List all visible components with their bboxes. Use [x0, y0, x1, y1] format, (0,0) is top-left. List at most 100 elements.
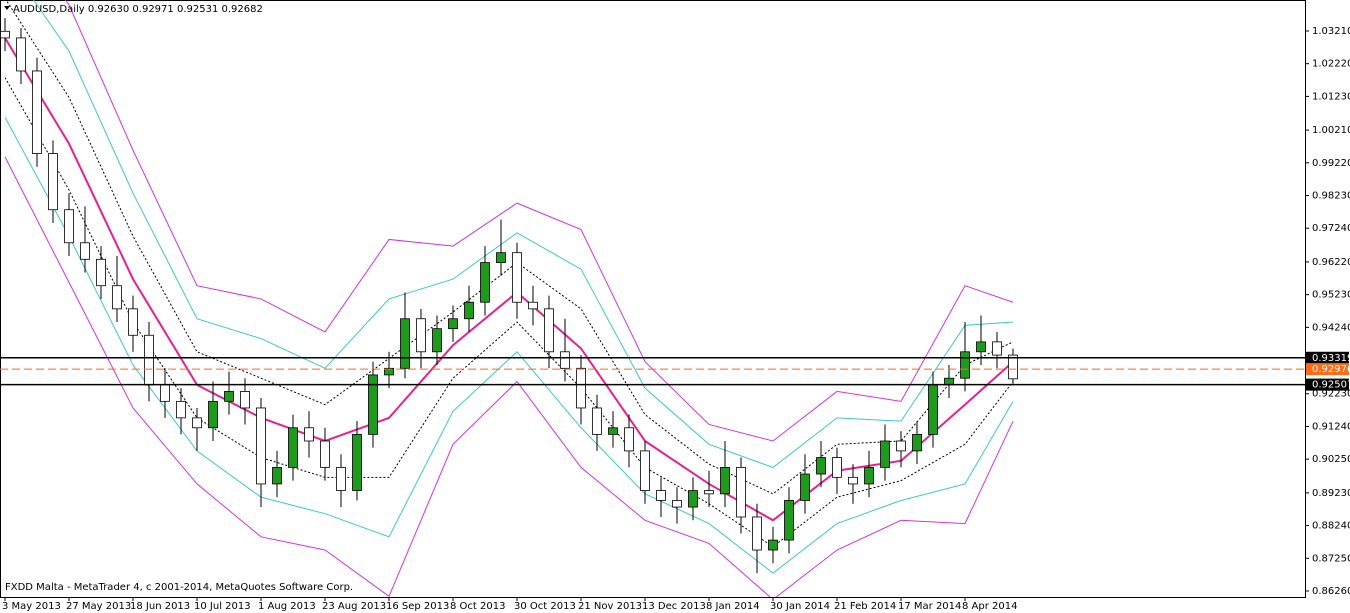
y-tick-label: 0.97240 — [1312, 223, 1350, 234]
x-tick-label: 8 Jan 2014 — [706, 601, 760, 612]
y-tick-label: 0.96220 — [1312, 257, 1350, 268]
band-line — [4, 77, 1014, 548]
candle-body — [0, 30, 10, 39]
candle-body — [304, 427, 314, 442]
y-tick-label: 0.91240 — [1312, 421, 1350, 432]
y-tick-label: 1.00210 — [1312, 125, 1350, 136]
candle-body — [352, 433, 362, 491]
candle-body — [704, 490, 714, 495]
candle-body — [864, 467, 874, 485]
candle-body — [368, 374, 378, 435]
x-tick-label: 21 Feb 2014 — [834, 601, 896, 612]
candle-body — [272, 467, 282, 485]
candle-body — [832, 457, 842, 478]
candle-body — [752, 516, 762, 551]
candle-body — [960, 351, 970, 379]
y-tick-label: 0.86260 — [1312, 586, 1350, 597]
x-tick-label: 30 Oct 2013 — [514, 601, 576, 612]
candle-body — [912, 433, 922, 452]
candle-body — [736, 467, 746, 518]
candle-body — [32, 70, 42, 154]
x-tick-label: 13 Dec 2013 — [642, 601, 706, 612]
y-tick-label: 1.01230 — [1312, 91, 1350, 102]
chart-title: AUDUSD,Daily 0.92630 0.92971 0.92531 0.9… — [13, 4, 263, 15]
x-tick-label: 16 Sep 2013 — [386, 601, 449, 612]
candle-body — [928, 384, 938, 435]
candle-body — [496, 252, 506, 263]
y-tick-label: 0.92230 — [1312, 389, 1350, 400]
footer-note: FXDD Malta - MetaTrader 4, c 2001-2014, … — [5, 582, 353, 593]
candle-body — [560, 351, 570, 369]
y-tick-label: 0.95230 — [1312, 290, 1350, 301]
x-tick-label: 8 Apr 2014 — [962, 601, 1017, 612]
plot-area — [0, 0, 1018, 597]
candle-body — [192, 417, 202, 429]
candle-body — [944, 377, 954, 386]
x-tick-label: 10 Jul 2013 — [194, 601, 251, 612]
candle-body — [624, 427, 634, 452]
candle-body — [512, 252, 522, 303]
candle-body — [816, 457, 826, 475]
menu-arrow — [4, 6, 10, 10]
x-tick-label: 17 Mar 2014 — [898, 601, 961, 612]
y-tick-label: 0.94240 — [1312, 322, 1350, 333]
candle-body — [640, 450, 650, 491]
price-level-label: 0.92976 — [1312, 364, 1350, 375]
y-tick-label: 0.89230 — [1312, 488, 1350, 499]
y-tick-label: 0.87250 — [1312, 553, 1350, 564]
price-level-tag — [1306, 378, 1349, 391]
candle-body — [160, 384, 170, 402]
y-tick-label: 1.03210 — [1312, 26, 1350, 37]
candle-body — [608, 427, 618, 435]
candle-body — [976, 341, 986, 353]
candle-body — [144, 334, 154, 386]
candle-body — [208, 400, 218, 429]
candle-body — [80, 242, 90, 260]
band-line — [4, 156, 1014, 597]
candle-body — [256, 407, 266, 485]
candle-body — [848, 476, 858, 485]
candle-body — [672, 500, 682, 508]
y-tick-label: 0.90250 — [1312, 454, 1350, 465]
candle-body — [896, 440, 906, 452]
candle-body — [992, 341, 1002, 356]
candle-body — [528, 301, 538, 310]
candle-body — [112, 285, 122, 310]
candle-body — [592, 407, 602, 435]
candle-body — [768, 539, 778, 551]
candle-body — [1008, 354, 1018, 380]
candle-body — [480, 262, 490, 303]
candle-body — [656, 490, 666, 501]
y-tick-label: 0.88240 — [1312, 521, 1350, 532]
price-level-tag — [1306, 351, 1349, 364]
price-level-tag — [1306, 363, 1349, 376]
candle-body — [880, 440, 890, 468]
candle-body — [416, 318, 426, 353]
candle-body — [720, 467, 730, 495]
candle-body — [224, 391, 234, 402]
x-tick-label: 27 May 2013 — [66, 601, 131, 612]
price-level-label: 0.93319 — [1312, 353, 1350, 364]
x-tick-label: 3 May 2013 — [2, 601, 61, 612]
candle-body — [384, 367, 394, 376]
candle-body — [576, 367, 586, 409]
candle-body — [336, 467, 346, 491]
candle-body — [800, 473, 810, 501]
y-tick-label: 0.99220 — [1312, 158, 1350, 169]
candle-body — [176, 400, 186, 419]
candle-body — [96, 258, 106, 287]
y-tick-label: 0.98230 — [1312, 191, 1350, 202]
x-tick-label: 30 Jan 2014 — [770, 601, 830, 612]
band-line — [64, 0, 1014, 442]
x-tick-label: 1 Aug 2013 — [258, 601, 316, 612]
candle-body — [240, 391, 250, 409]
band-line — [4, 116, 1014, 574]
candle-body — [320, 440, 330, 468]
candle-body — [16, 37, 26, 72]
plot-frame — [0, 0, 1306, 598]
candle-body — [464, 301, 474, 320]
candle-body — [448, 318, 458, 330]
candle-body — [128, 308, 138, 336]
